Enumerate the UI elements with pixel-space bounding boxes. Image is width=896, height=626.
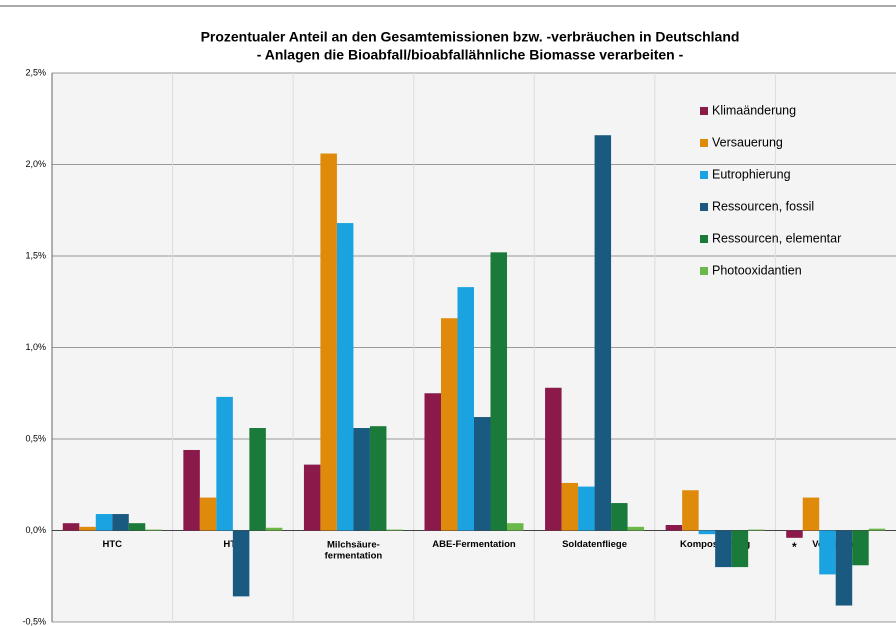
y-tick-label: 0,0% [25, 525, 46, 535]
bar [627, 526, 645, 531]
legend-swatch [700, 171, 708, 179]
bar [819, 530, 836, 575]
bar [611, 503, 628, 531]
bar [682, 490, 699, 531]
bar [715, 530, 732, 568]
x-tick-label: Milchsäure-fermentation [325, 539, 383, 561]
bar [336, 223, 354, 531]
bar [424, 393, 441, 531]
legend-label: Versauerung [712, 135, 783, 149]
y-tick-label: 2,5% [25, 67, 46, 77]
legend-swatch [700, 235, 708, 243]
annotation: * [792, 540, 797, 554]
bar [128, 523, 146, 531]
bar [353, 428, 370, 531]
legend-label: Eutrophierung [712, 167, 791, 181]
x-tick-label: HTC [103, 539, 123, 550]
bar [594, 135, 612, 531]
bar [852, 530, 869, 566]
bar [868, 528, 886, 531]
bar [457, 287, 474, 531]
y-tick-label: -0,5% [22, 616, 46, 626]
legend-swatch [700, 107, 708, 115]
legend-label: Ressourcen, elementar [712, 231, 841, 245]
legend-swatch [700, 139, 708, 147]
bar [183, 449, 200, 531]
bar [578, 486, 595, 531]
bar [320, 153, 337, 531]
bar [199, 497, 217, 531]
x-tick-label: Soldatenfliege [562, 539, 627, 550]
y-tick-label: 0,5% [25, 433, 46, 443]
x-tick-label: ABE-Fermentation [432, 539, 516, 550]
legend-label: Klimaänderung [712, 103, 796, 117]
bar [802, 497, 820, 531]
bar [232, 530, 250, 597]
bar [112, 514, 129, 531]
bar [835, 530, 853, 606]
bar [441, 318, 458, 531]
bar [216, 396, 233, 531]
legend-label: Ressourcen, fossil [712, 199, 814, 213]
bar [474, 417, 491, 531]
bar [145, 529, 162, 531]
chart-title: Prozentualer Anteil an den Gesamtemissio… [201, 29, 740, 45]
bar [249, 428, 266, 531]
chart-subtitle: - Anlagen die Bioabfall/bioabfallähnlich… [257, 47, 684, 63]
bar [303, 464, 321, 531]
bar [490, 252, 507, 531]
y-tick-label: 1,0% [25, 342, 46, 352]
bar [561, 482, 579, 531]
y-tick-label: 2,0% [25, 159, 46, 169]
legend-swatch [700, 267, 708, 275]
bar [665, 525, 683, 531]
bar [386, 529, 403, 531]
bar [545, 387, 562, 531]
bar [79, 526, 96, 531]
bar [731, 530, 749, 568]
bar [95, 514, 113, 531]
legend-label: Photooxidantien [712, 263, 802, 277]
bar [265, 527, 283, 531]
legend-swatch [700, 203, 708, 211]
bar [786, 530, 803, 538]
y-tick-label: 1,5% [25, 250, 46, 260]
bar [507, 523, 524, 531]
bar [748, 529, 765, 531]
bar [698, 530, 716, 535]
bar [369, 426, 387, 531]
bar [62, 523, 80, 531]
